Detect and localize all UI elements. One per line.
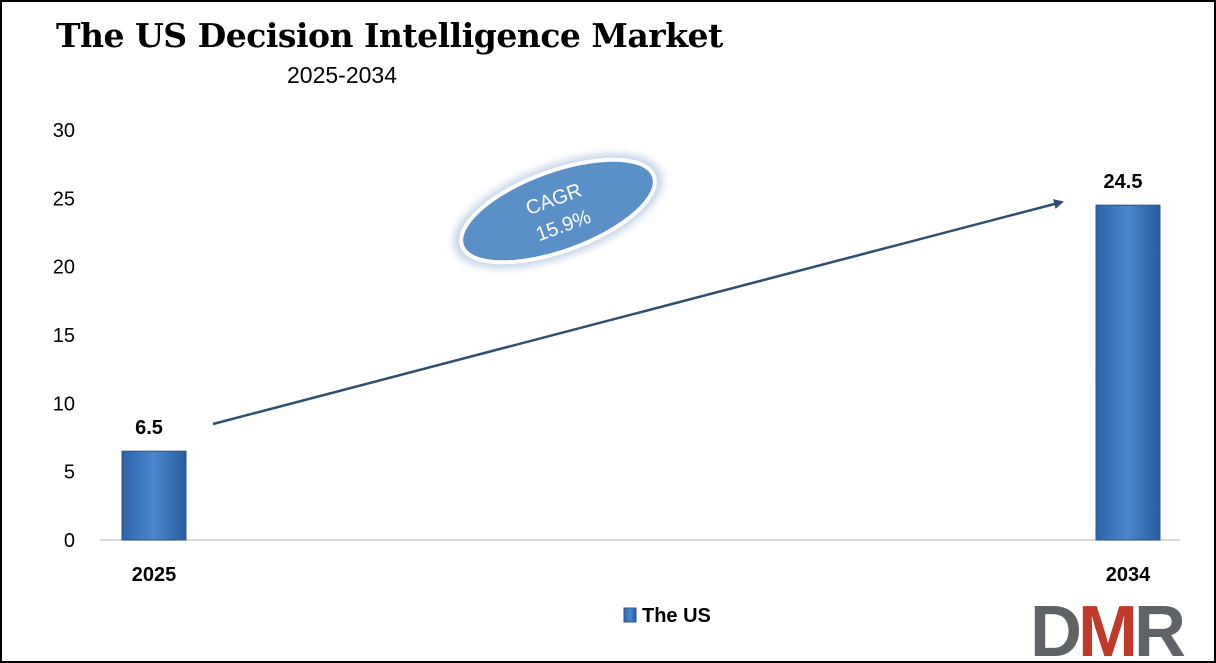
x-category-label: 2025	[132, 564, 177, 586]
data-label: 6.5	[135, 417, 163, 439]
chart-title: The US Decision Intelligence Market	[56, 16, 723, 55]
y-tick-label: 20	[53, 257, 75, 279]
bar-2025	[121, 450, 187, 541]
bar-2034	[1095, 204, 1161, 541]
x-category-label: 2034	[1106, 564, 1151, 586]
y-tick-label: 0	[64, 530, 75, 552]
y-tick-label: 25	[53, 188, 75, 210]
chart-subtitle: 2025-2034	[287, 62, 397, 88]
dmr-logo: DMR	[1030, 592, 1185, 663]
y-tick-label: 15	[53, 325, 75, 347]
trend-arrow	[212, 199, 1064, 426]
cagr-ellipse	[459, 157, 657, 265]
data-label: 24.5	[1104, 171, 1143, 193]
y-tick-label: 5	[64, 462, 75, 484]
legend-swatch	[623, 607, 637, 623]
legend-label: The US	[642, 605, 711, 627]
y-tick-label: 30	[53, 120, 75, 142]
y-tick-label: 10	[53, 393, 75, 415]
